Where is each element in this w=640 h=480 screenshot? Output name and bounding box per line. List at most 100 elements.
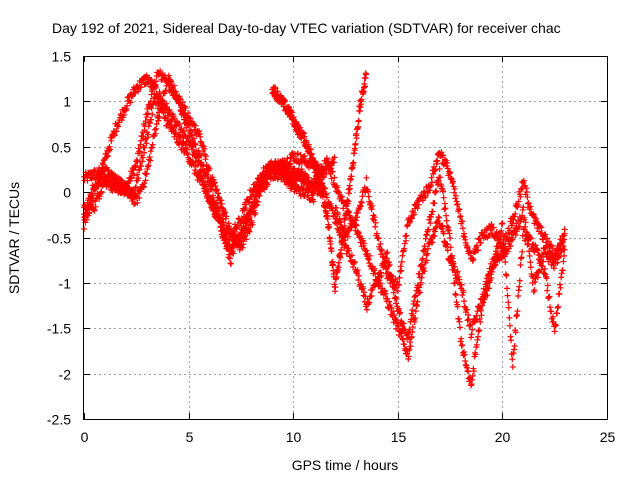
data-point	[200, 163, 207, 170]
data-point	[328, 175, 335, 182]
data-point	[430, 170, 437, 177]
data-point	[434, 157, 441, 164]
data-point	[470, 256, 477, 263]
data-point	[285, 104, 292, 111]
data-point	[408, 215, 415, 222]
data-point	[225, 247, 232, 254]
data-point	[555, 303, 562, 310]
data-point	[312, 162, 319, 169]
data-point	[451, 185, 458, 192]
data-point	[204, 171, 211, 178]
data-point	[419, 255, 426, 262]
data-point	[92, 203, 99, 210]
data-point	[323, 194, 330, 201]
data-point	[560, 236, 567, 243]
data-point	[437, 174, 444, 181]
data-point	[231, 233, 238, 240]
data-point	[281, 97, 288, 104]
plot-frame	[83, 56, 608, 420]
data-point	[494, 250, 501, 257]
data-point	[85, 212, 92, 219]
data-point	[543, 275, 550, 282]
data-point	[501, 243, 508, 250]
data-point	[440, 152, 447, 159]
data-point	[467, 250, 474, 257]
data-point	[506, 227, 513, 234]
data-point	[512, 231, 519, 238]
data-point	[312, 169, 319, 176]
data-point	[98, 188, 105, 195]
data-point	[460, 289, 467, 296]
data-point	[139, 154, 146, 161]
data-point	[422, 192, 429, 199]
data-point	[351, 259, 358, 266]
data-point	[505, 299, 512, 306]
data-point	[378, 272, 385, 279]
data-point	[357, 97, 364, 104]
data-point	[456, 318, 463, 325]
data-point	[344, 233, 351, 240]
data-point	[451, 280, 458, 287]
data-point	[520, 204, 527, 211]
data-point	[409, 307, 416, 314]
data-point	[516, 223, 523, 230]
data-point	[515, 292, 522, 299]
data-point	[490, 264, 497, 271]
data-point	[379, 248, 386, 255]
data-point	[136, 166, 143, 173]
data-point	[87, 204, 94, 211]
data-point	[394, 278, 401, 285]
data-point	[365, 193, 372, 200]
data-point	[185, 121, 192, 128]
data-point	[210, 201, 217, 208]
data-point	[394, 288, 401, 295]
data-point	[138, 163, 145, 170]
data-point	[197, 152, 204, 159]
data-point	[403, 232, 410, 239]
data-point	[549, 245, 556, 252]
data-point	[465, 316, 472, 323]
data-point	[444, 165, 451, 172]
data-point	[561, 246, 568, 253]
data-point	[443, 212, 450, 219]
data-point	[477, 318, 484, 325]
data-point	[444, 247, 451, 254]
data-point	[348, 173, 355, 180]
data-point	[333, 204, 340, 211]
data-point	[521, 226, 528, 233]
data-point	[315, 176, 322, 183]
x-tick-label: 25	[600, 429, 616, 445]
data-point	[458, 281, 465, 288]
data-point	[494, 237, 501, 244]
data-point	[506, 314, 513, 321]
data-point	[190, 135, 197, 142]
data-point	[142, 118, 149, 125]
data-point	[386, 261, 393, 268]
data-point	[400, 320, 407, 327]
data-point	[179, 99, 186, 106]
data-point	[551, 328, 558, 335]
data-point	[509, 356, 516, 363]
data-point	[361, 289, 368, 296]
data-point	[84, 177, 91, 184]
data-point	[156, 100, 163, 107]
data-point	[89, 197, 96, 204]
data-points	[81, 67, 568, 389]
data-point	[537, 223, 544, 230]
data-point	[450, 178, 457, 185]
data-point	[384, 249, 391, 256]
data-point	[427, 220, 434, 227]
data-point	[218, 219, 225, 226]
data-point	[407, 343, 414, 350]
data-point	[504, 292, 511, 299]
data-point	[272, 159, 279, 166]
data-point	[192, 122, 199, 129]
data-point	[548, 308, 555, 315]
data-point	[353, 135, 360, 142]
data-point	[515, 198, 522, 205]
series-track-g	[311, 165, 568, 389]
data-point	[488, 221, 495, 228]
data-point	[514, 308, 521, 315]
data-point	[476, 327, 483, 334]
data-point	[334, 211, 341, 218]
